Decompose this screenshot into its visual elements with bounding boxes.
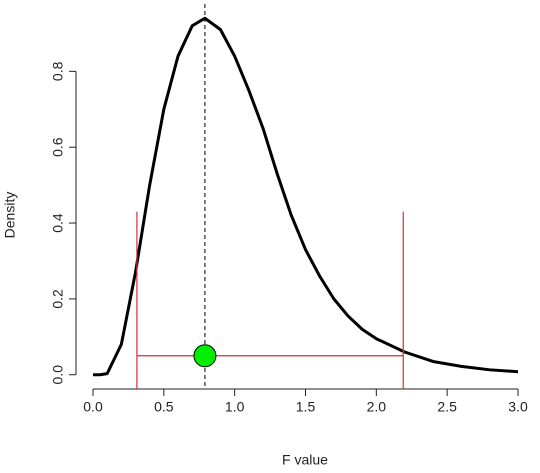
x-tick-label: 0.0 — [83, 399, 103, 415]
y-axis-label: Density — [2, 192, 18, 239]
x-axis-label: F value — [282, 452, 328, 468]
x-tick-label: 1.5 — [296, 399, 316, 415]
y-tick-label: 0.0 — [50, 365, 66, 385]
x-tick-label: 2.0 — [367, 399, 387, 415]
y-tick-label: 0.4 — [50, 213, 66, 233]
x-tick-label: 1.0 — [225, 399, 245, 415]
density-curve — [93, 16, 519, 377]
x-tick-label: 0.5 — [154, 399, 174, 415]
x-tick-label: 3.0 — [508, 399, 528, 415]
point — [193, 344, 217, 368]
y-tick-label: 0.2 — [50, 289, 66, 309]
y-tick-label: 0.6 — [50, 137, 66, 157]
x-tick-label: 2.5 — [437, 399, 457, 415]
y-tick-label: 0.8 — [50, 61, 66, 81]
